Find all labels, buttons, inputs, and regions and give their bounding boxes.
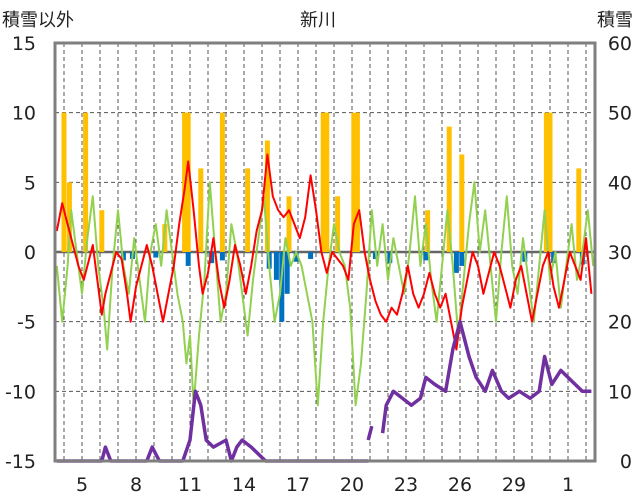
x-tick-label: 17 [286,474,310,496]
series-line [55,181,595,407]
y-right-tick-label: 40 [608,172,632,194]
series-bar [153,252,159,258]
series-bar [83,112,89,253]
x-tick-label: 20 [340,474,364,496]
series-bar [219,112,225,253]
series-bar [576,168,582,252]
y-left-tick-label: -15 [5,451,36,473]
series-bar [198,168,204,252]
series-layer [55,112,595,463]
series-bar [273,252,279,280]
series-bar [185,112,191,253]
series-bar [387,252,393,264]
x-tick-label: 23 [394,474,418,496]
x-tick-label: 29 [502,474,526,496]
series-bar [264,140,270,252]
plot-frame [53,41,597,463]
y-right-tick-label: 10 [608,381,632,403]
y-left-tick-label: 10 [12,103,36,125]
series-bar [459,252,465,266]
y-left-axis-label: 積雪以外 [2,10,74,31]
series-line [55,153,593,351]
series-bar [219,252,225,261]
right-tick-labels: 60 50 40 30 20 10 0 [608,33,632,473]
series-bar [185,252,191,266]
series-line-snow-depth [366,425,374,441]
series-bar [293,252,299,262]
series-bar [99,210,105,252]
y-left-tick-label: -5 [17,312,36,334]
series-bar [308,252,314,259]
series-bar [423,252,429,261]
x-tick-label: 11 [178,474,202,496]
series-bar [286,196,292,252]
y-right-tick-label: 30 [608,242,632,264]
series-bar [351,112,357,253]
x-tick-label: 14 [232,474,256,496]
x-tick-label: 5 [76,474,88,496]
series-bar [245,168,251,252]
series-bar [453,252,459,273]
x-tick-label: 26 [448,474,472,496]
y-right-tick-label: 60 [608,33,632,55]
series-bar [543,112,549,253]
series-bar [279,252,285,322]
x-tick-label: 1 [562,474,574,496]
x-tick-labels: 5 8 11 14 17 20 23 26 29 1 [76,474,574,496]
series-bar [446,126,452,252]
y-right-tick-label: 50 [608,103,632,125]
series-bar [459,154,465,252]
y-right-tick-label: 0 [620,451,632,473]
y-right-axis-label: 積雪 [597,10,633,31]
series-bar [335,196,341,252]
y-left-tick-label: 0 [24,242,36,264]
series-bar [66,182,72,252]
series-bar [354,112,360,253]
series-bar [324,112,330,253]
y-right-tick-label: 20 [608,312,632,334]
series-bar [547,112,553,253]
y-left-tick-label: 5 [24,172,36,194]
x-tick-label: 8 [130,474,142,496]
series-line-snow-depth [380,319,592,434]
y-left-tick-label: -10 [5,381,36,403]
left-tick-labels: 15 10 5 0 -5 -10 -15 [5,33,36,473]
series-bar [425,210,431,252]
series-bar [61,112,67,253]
series-bar [209,252,215,264]
y-left-tick-label: 15 [12,33,36,55]
series-bar [320,112,326,253]
series-bar [284,252,290,294]
chart-title: 新川 [300,10,336,31]
